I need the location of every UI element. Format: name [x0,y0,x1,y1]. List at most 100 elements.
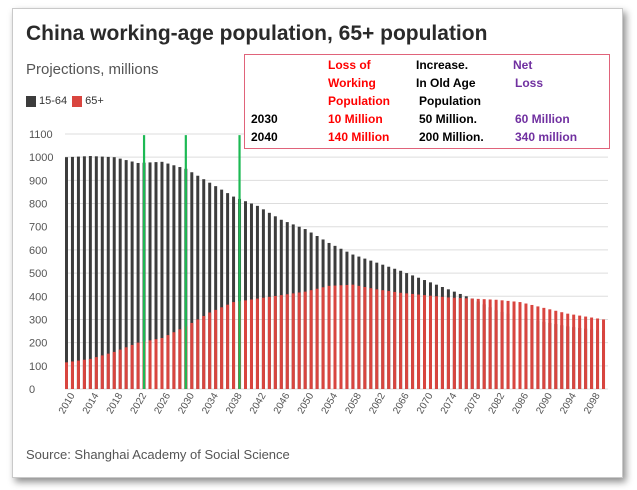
bar-65-plus-2037 [226,304,230,389]
y-tick-label: 0 [29,384,35,396]
row-2040-loss: 140 Million [328,130,390,144]
x-tick-label: 2022 [129,391,150,416]
bar-15-64-2026 [160,161,164,389]
bar-65-plus-2051 [309,290,313,389]
bar-15-64-2025 [154,162,158,389]
bar-65-plus-2078 [470,298,474,389]
bar-65-plus-2074 [446,297,450,389]
bar-65-plus-2016 [100,355,104,389]
bar-15-64-2040 [244,201,247,389]
bar-65-plus-2013 [82,359,86,389]
bar-65-plus-2093 [560,312,564,389]
bar-15-64-2029 [178,167,182,389]
row-2040-year: 2040 [251,130,278,144]
bar-65-plus-2056 [339,285,343,389]
net-header-line-2: Loss [515,76,544,90]
bar-65-plus-2019 [118,349,122,389]
x-tick-label: 2054 [320,391,341,416]
bar-65-plus-2036 [220,307,224,389]
bar-65-plus-2065 [393,291,397,389]
bar-65-plus-2083 [500,300,504,389]
bar-65-plus-2061 [369,288,373,389]
bar-65-plus-2011 [70,361,74,389]
bar-65-plus-2088 [530,304,534,389]
bar-65-plus-2034 [208,312,212,389]
x-tick-label: 2098 [582,391,603,416]
bar-65-plus-2067 [405,293,409,389]
bar-65-plus-2047 [285,294,289,389]
source-note: Source: Shanghai Academy of Social Scien… [26,447,290,462]
bar-65-plus-2091 [548,309,552,389]
bar-65-plus-2089 [536,306,540,389]
y-tick-label: 800 [29,199,47,211]
bar-65-plus-2026 [160,338,164,389]
bar-65-plus-2033 [202,315,206,389]
increase-header-line-1: Increase. [416,58,469,72]
x-tick-label: 2082 [487,391,508,416]
bar-65-plus-2046 [279,295,283,389]
y-tick-label: 900 [29,175,47,187]
bar-65-plus-2022 [136,342,140,389]
bar-15-64-2019 [118,158,122,389]
bar-65-plus-2060 [363,287,367,389]
bar-65-plus-2052 [315,288,319,389]
x-tick-label: 2042 [248,391,269,416]
x-tick-label: 2090 [534,391,555,416]
bar-15-64-2022 [136,162,140,389]
x-tick-label: 2066 [391,391,412,416]
bar-65-plus-2025 [154,339,158,389]
x-tick-label: 2058 [343,391,364,416]
bar-65-plus-2099 [596,318,600,389]
bar-65-plus-2085 [512,301,516,389]
loss-header-line-2: Working [328,76,376,90]
bar-65-plus-2058 [351,284,355,389]
bar-15-64-2010 [65,157,68,389]
bar-65-plus-2059 [357,285,361,389]
legend-label-65-plus: 65+ [85,95,104,107]
bar-65-plus-2027 [166,335,170,389]
bar-15-64-2041 [249,203,253,389]
x-tick-label: 2086 [510,391,531,416]
bar-15-64-2014 [88,156,92,389]
y-tick-label: 400 [29,291,47,303]
bar-65-plus-2076 [458,298,462,389]
row-2030-net: 60 Million [515,112,570,126]
bar-65-plus-2028 [172,332,176,389]
x-tick-label: 2014 [81,391,102,416]
bar-65-plus-2031 [190,322,194,389]
bar-65-plus-2077 [464,298,468,389]
bar-65-plus-2024 [148,340,152,389]
bar-15-64-2027 [166,163,170,389]
x-tick-label: 2010 [57,391,78,416]
bar-15-64-2016 [100,156,104,389]
net-header-line-1: Net [513,58,533,72]
y-tick-label: 300 [29,314,47,326]
bar-65-plus-2021 [130,344,134,389]
legend-label-15-64: 15-64 [39,95,68,107]
bar-65-plus-2012 [76,360,80,389]
row-2030-year: 2030 [251,112,278,126]
bar-65-plus-2087 [524,303,528,389]
x-tick-label: 2094 [558,391,579,416]
bar-65-plus-2096 [578,315,582,389]
bar-65-plus-2069 [417,294,421,389]
loss-header-line-1: Loss of [328,58,371,72]
bar-15-64-2034 [208,182,212,389]
x-tick-label: 2034 [200,391,221,416]
y-tick-label: 700 [29,222,47,234]
y-tick-label: 600 [29,245,47,257]
bar-65-plus-2100 [602,319,606,389]
bar-65-plus-2015 [94,357,98,389]
bar-65-plus-2020 [124,347,128,389]
bar-65-plus-2042 [255,298,259,389]
bar-65-plus-2068 [411,293,415,389]
bar-65-plus-2018 [112,351,116,389]
x-tick-label: 2018 [105,391,126,416]
bar-65-plus-2073 [440,296,444,389]
bar-65-plus-2050 [303,291,307,389]
bar-65-plus-2054 [327,285,331,389]
bar-65-plus-2040 [244,300,247,389]
bar-15-64-2042 [255,205,259,389]
bar-65-plus-2043 [261,297,265,389]
x-tick-label: 2046 [272,391,293,416]
